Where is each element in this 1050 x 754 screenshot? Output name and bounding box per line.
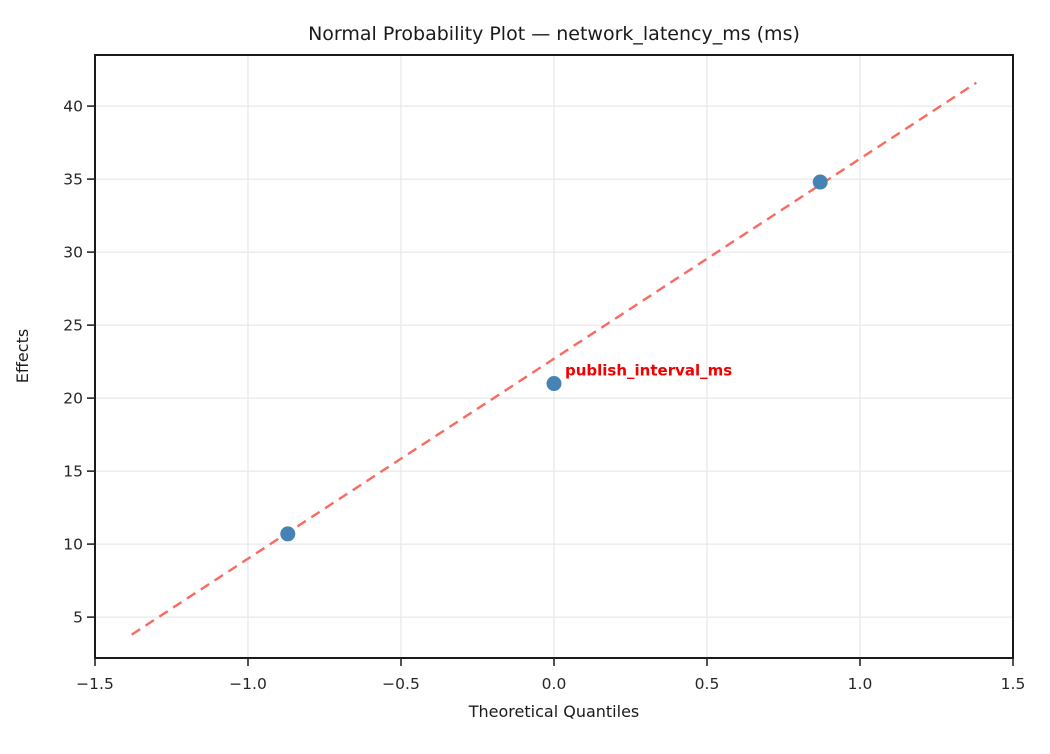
data-point [812, 174, 828, 190]
y-tick-label: 10 [63, 536, 83, 554]
y-axis-label: Effects [13, 329, 32, 383]
y-tick-label: 15 [63, 463, 83, 481]
data-layer [131, 81, 977, 636]
data-point [280, 526, 296, 542]
x-tick-label: 0.5 [695, 675, 720, 693]
chart-title: Normal Probability Plot — network_latenc… [308, 23, 800, 45]
data-point [546, 376, 562, 392]
x-axis-label: Theoretical Quantiles [468, 702, 640, 721]
x-tick-label: −1.0 [229, 675, 267, 693]
grid-layer [94, 55, 1014, 658]
y-tick-label: 40 [63, 98, 83, 116]
x-tick-label: −1.5 [76, 675, 114, 693]
y-tick-label: 25 [63, 317, 83, 335]
x-tick-label: 1.0 [848, 675, 873, 693]
axis-layer: −1.5 −1.0 −0.5 0.0 0.5 1.0 1.5 5 10 15 20 25 30 35 40 [63, 54, 1026, 693]
x-tick-label: 1.5 [1001, 675, 1026, 693]
x-tick-label: −0.5 [382, 675, 420, 693]
y-tick-label: 35 [63, 171, 83, 189]
x-tick-label: 0.0 [542, 675, 567, 693]
y-tick-label: 20 [63, 390, 83, 408]
y-tick-label: 30 [63, 244, 83, 262]
y-tick-label: 5 [73, 609, 83, 627]
point-annotation: publish_interval_ms [565, 362, 732, 380]
fit-line [131, 81, 977, 636]
